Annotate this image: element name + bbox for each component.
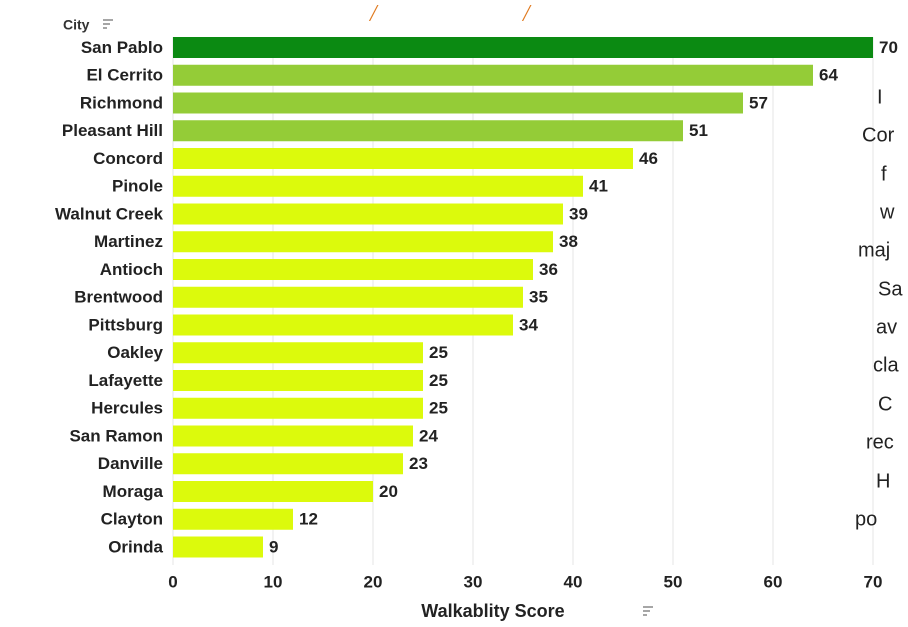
x-tick-label-3: 30 — [464, 572, 483, 591]
side-text-4: maj — [858, 239, 890, 261]
chart-title-fragment-left: / — [368, 1, 379, 27]
value-label-9: 35 — [529, 288, 548, 307]
value-label-7: 38 — [559, 232, 578, 251]
x-tick-label-0: 0 — [168, 572, 177, 591]
bar-5[interactable] — [173, 175, 583, 197]
value-label-14: 24 — [419, 426, 438, 445]
value-label-16: 20 — [379, 482, 398, 501]
city-label-18: Orinda — [108, 537, 163, 556]
value-label-18: 9 — [269, 537, 278, 556]
city-label-13: Hercules — [91, 399, 163, 418]
x-tick-label-4: 40 — [564, 572, 583, 591]
city-label-14: San Ramon — [69, 426, 163, 445]
value-label-3: 51 — [689, 121, 708, 140]
x-axis-ticks: 0 10 20 30 40 50 60 70 — [168, 572, 882, 591]
bar-7[interactable] — [173, 231, 553, 253]
chart-title-fragment-right: / — [521, 1, 532, 27]
value-label-12: 25 — [429, 371, 448, 390]
value-label-1: 64 — [819, 66, 838, 85]
side-text-7: cla — [873, 354, 899, 376]
side-text-10: H — [876, 470, 890, 492]
city-label-7: Martinez — [94, 232, 163, 251]
x-tick-label-6: 60 — [764, 572, 783, 591]
city-label-11: Oakley — [107, 343, 163, 362]
bar-2[interactable] — [173, 92, 743, 114]
city-label-6: Walnut Creek — [55, 204, 164, 223]
x-axis-sort-icon[interactable] — [643, 606, 653, 616]
side-text-5: Sa — [878, 278, 903, 300]
bar-6[interactable] — [173, 203, 563, 225]
bar-17[interactable] — [173, 508, 293, 530]
bar-1[interactable] — [173, 64, 813, 86]
city-label-16: Moraga — [103, 482, 164, 501]
bar-0[interactable] — [173, 37, 873, 58]
side-text-3: w — [879, 201, 895, 223]
value-label-8: 36 — [539, 260, 558, 279]
x-tick-label-2: 20 — [364, 572, 383, 591]
bar-10[interactable] — [173, 314, 513, 336]
x-tick-label-1: 10 — [264, 572, 283, 591]
value-label-15: 23 — [409, 454, 428, 473]
city-label-15: Danville — [98, 454, 163, 473]
value-label-10: 34 — [519, 315, 538, 334]
side-text-8: C — [878, 393, 892, 415]
bar-18[interactable] — [173, 536, 263, 558]
bar-3[interactable] — [173, 120, 683, 142]
bar-4[interactable] — [173, 148, 633, 169]
value-label-0: 70 — [879, 38, 898, 57]
bar-13[interactable] — [173, 397, 423, 419]
city-label-3: Pleasant Hill — [62, 121, 163, 140]
side-text-6: av — [876, 316, 897, 338]
city-label-4: Concord — [93, 149, 163, 168]
side-text-1: Cor — [862, 124, 895, 146]
side-text-2: f — [881, 163, 887, 185]
bar-12[interactable] — [173, 370, 423, 391]
value-label-2: 57 — [749, 93, 768, 112]
city-label-5: Pinole — [112, 177, 163, 196]
x-axis-title: Walkablity Score — [421, 601, 564, 621]
side-text-0: I — [877, 86, 883, 108]
bar-14[interactable] — [173, 425, 413, 447]
x-tick-label-7: 70 — [864, 572, 883, 591]
city-label-1: El Cerrito — [86, 66, 163, 85]
value-label-6: 39 — [569, 204, 588, 223]
value-label-11: 25 — [429, 343, 448, 362]
value-label-5: 41 — [589, 177, 608, 196]
bar-16[interactable] — [173, 481, 373, 502]
side-text-9: rec — [866, 431, 894, 453]
value-label-17: 12 — [299, 510, 318, 529]
city-label-9: Brentwood — [74, 288, 163, 307]
row-header-city: City — [63, 17, 90, 33]
row-header-sort-icon[interactable] — [103, 19, 113, 29]
bars — [173, 37, 873, 558]
city-label-2: Richmond — [80, 93, 163, 112]
value-label-4: 46 — [639, 149, 658, 168]
side-text-11: po — [855, 508, 877, 530]
city-label-8: Antioch — [100, 260, 163, 279]
bar-9[interactable] — [173, 286, 523, 308]
bar-11[interactable] — [173, 342, 423, 364]
value-label-13: 25 — [429, 399, 448, 418]
bar-8[interactable] — [173, 259, 533, 280]
x-tick-label-5: 50 — [664, 572, 683, 591]
city-label-0: San Pablo — [81, 38, 163, 57]
city-labels: San Pablo El Cerrito Richmond Pleasant Hill… — [55, 38, 164, 557]
city-label-12: Lafayette — [88, 371, 163, 390]
city-label-17: Clayton — [101, 510, 163, 529]
bar-15[interactable] — [173, 453, 403, 475]
city-label-10: Pittsburg — [88, 315, 163, 334]
